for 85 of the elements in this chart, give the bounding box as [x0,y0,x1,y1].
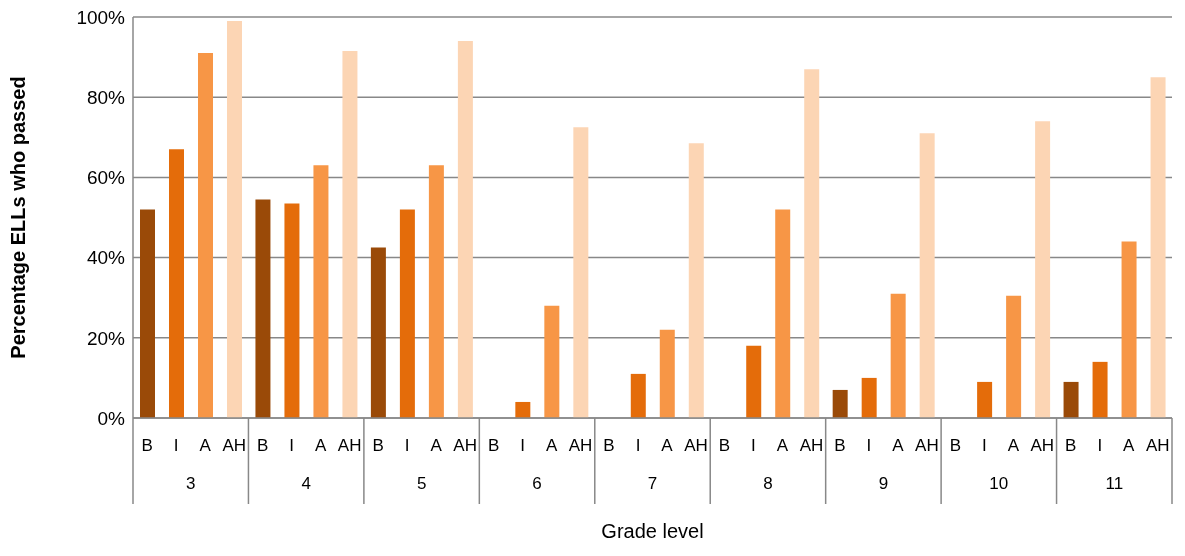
x-tick-label: 7 [647,474,658,493]
bar [342,51,358,418]
x-tick-label: 4 [301,474,311,493]
bar [1121,241,1137,418]
bar [832,389,848,418]
text: B [256,436,269,455]
series-label: A [199,436,212,455]
bar [1063,381,1079,418]
text: I [1097,436,1103,455]
text: AH [799,436,824,455]
bar [370,247,386,418]
text: AH [222,436,247,455]
bar [630,373,646,418]
text: B [718,436,731,455]
bar [573,127,589,418]
bar [399,209,415,418]
text: I [404,436,410,455]
bar [428,165,444,418]
text: I [289,436,295,455]
bar [659,329,675,418]
bar [544,305,560,418]
y-tick-label: 100% [76,6,126,28]
bar [746,345,762,418]
bar [1035,121,1051,418]
series-label: B [141,436,153,455]
text: AH [453,436,477,455]
bar [977,381,993,418]
y-tick-label: 60% [86,167,126,189]
text: B [487,436,500,455]
bar [227,21,242,418]
y-tick-label: 40% [86,247,126,269]
series-label: AH [684,436,708,455]
text: AH [915,436,939,455]
text: A [1007,436,1020,455]
y-tick-label: 20% [86,327,126,349]
bar [255,199,271,418]
text: A [1123,436,1135,455]
text: AH [1145,436,1170,455]
text: I [866,436,872,455]
text: I [981,436,987,455]
text: AH [568,436,593,455]
bar [313,165,329,418]
bar [919,133,935,418]
x-tick-label: 5 [416,474,427,493]
text: A [892,436,904,455]
text: A [430,436,442,455]
text: I [520,436,525,455]
text: B [603,436,615,455]
x-tick-label: 9 [878,474,889,493]
bar [515,401,531,418]
bar [1092,361,1108,418]
bar [1006,295,1022,418]
text: B [834,436,846,455]
x-tick-label: 3 [185,474,196,493]
bar [688,143,704,418]
bar [284,203,300,418]
bar [1150,77,1166,418]
text: AH [1030,436,1055,455]
text: AH [337,436,362,455]
y-axis-title: Percentage ELLs who passed [7,76,30,359]
text: A [776,436,789,455]
x-axis-title: Grade level [601,520,704,542]
text: B [949,436,962,455]
bar [457,41,473,418]
text: I [635,436,641,455]
bar [198,53,213,418]
x-tick-label: 11 [1105,474,1124,493]
text: B [1065,436,1077,455]
text: A [545,436,558,455]
x-tick-label: 10 [989,474,1009,493]
text: A [661,436,673,455]
text: B [372,436,384,455]
x-tick-label: 6 [532,474,542,493]
bar [775,209,791,418]
bar [804,69,820,418]
series-label: I [173,436,179,455]
bar [890,293,906,418]
bar [169,149,184,418]
text: I [751,436,756,455]
x-tick-label: 8 [763,474,773,493]
bar [140,209,155,418]
y-tick-label: 80% [86,86,126,108]
y-tick-label: 0% [97,407,126,429]
text: A [314,436,327,455]
bar [861,377,877,418]
